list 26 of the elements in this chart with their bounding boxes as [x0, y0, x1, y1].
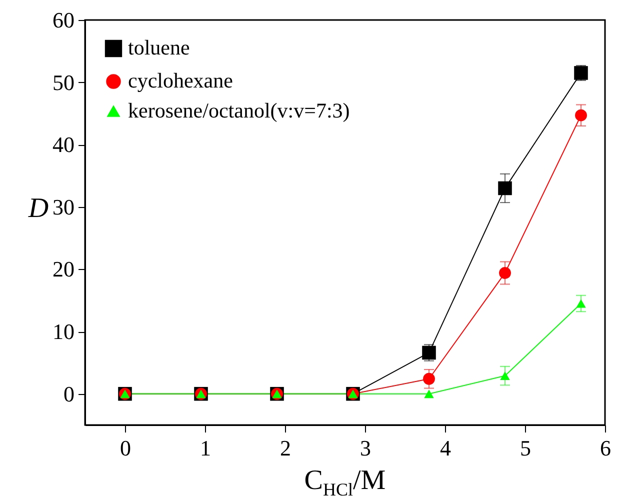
- y-tick-label: 0: [64, 381, 74, 406]
- y-tick-label: 10: [52, 319, 74, 344]
- x-axis-title: C$_{HCl}$/M: [303, 465, 387, 501]
- point: [576, 299, 586, 308]
- y-tick-label: 50: [52, 70, 74, 95]
- legend-label: toluene: [128, 36, 190, 60]
- y-tick-label: 30: [52, 194, 74, 220]
- y-tick-label: 40: [52, 132, 74, 158]
- point: [500, 372, 510, 380]
- x-tick-label: 0: [120, 436, 131, 460]
- x-tick-label: 4: [440, 436, 451, 460]
- x-tick-label: 1: [200, 436, 211, 460]
- point: [499, 267, 511, 279]
- point: [575, 109, 587, 122]
- x-tick-label: 5: [520, 436, 531, 460]
- y-tick-label: 60: [52, 8, 74, 32]
- point: [423, 372, 435, 385]
- point: [498, 181, 512, 196]
- x-tick-label: 3: [360, 436, 371, 460]
- legend-label: cyclohexane: [128, 68, 233, 92]
- y-axis-title: D: [27, 193, 49, 224]
- x-tick-label: 6: [600, 436, 611, 460]
- point: [424, 390, 434, 398]
- x-tick-label: 2: [280, 436, 291, 460]
- legend-label: kerosene/octanol(v:v=7:3): [128, 98, 350, 122]
- y-tick-label: 20: [52, 256, 74, 282]
